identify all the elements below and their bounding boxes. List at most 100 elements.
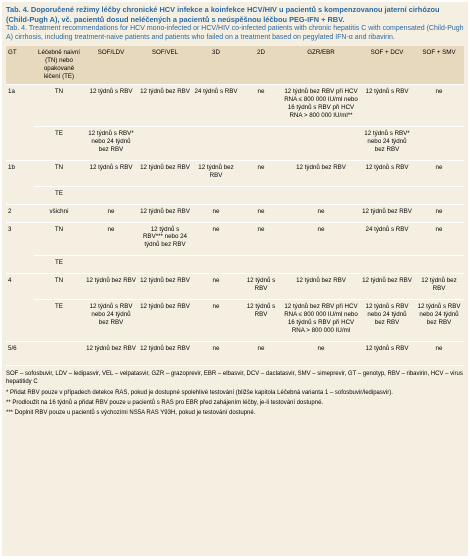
- regimen-cell: 12 týdnů bez RBV při HCV RNA ≤ 800 000 I…: [282, 84, 360, 127]
- column-header: SOF + DCV: [360, 46, 414, 85]
- column-header: GZR/EBR: [282, 46, 360, 85]
- table: GT Léčebně naivní (TN) nebo opakovaně léč…: [6, 46, 464, 359]
- regimen-cell: [138, 125, 192, 161]
- regimen-cell: [138, 185, 192, 205]
- regimen-cell: 12 týdnů bez RBV: [360, 273, 414, 300]
- regimen-cell: ne: [240, 159, 282, 187]
- regimen-cell: ne: [240, 203, 282, 222]
- regimen-cell: ne: [240, 221, 282, 256]
- footnote: * Přidat RBV pouze v případech detekce R…: [6, 389, 393, 396]
- regimen-cell: ne: [192, 340, 240, 359]
- regimen-cell: [360, 255, 414, 274]
- regimen-cell: 12 týdnů s RBV* nebo 24 týdnů bez RBV: [360, 125, 414, 161]
- regimen-cell: 12 týdnů bez RBV: [282, 273, 360, 300]
- table-row: 4 TN 12 týdnů bez RBV 12 týdnů bez RBV ne 12 …: [6, 273, 464, 342]
- regimen-cell: ne: [240, 84, 282, 127]
- table-row: 1a TN 12 týdnů s RBV 12 týdnů bez RBV 24 týd…: [6, 84, 464, 161]
- regimen-cell: 24 týdnů s RBV: [360, 221, 414, 256]
- regimen-cell: [240, 185, 282, 205]
- regimen-cell: [414, 125, 464, 161]
- regimen-cell: [192, 255, 240, 274]
- regimen-cell: 12 týdnů s RBV: [360, 84, 414, 127]
- header-row: GT Léčebně naivní (TN) nebo opakovaně léč…: [6, 46, 464, 85]
- regimen-cell: [414, 255, 464, 274]
- table-row: 3 TN ne 12 týdnů s RBV*** nebo 24 týdnů bez…: [6, 221, 464, 274]
- regimen-cell: ne: [414, 159, 464, 187]
- regimen-cell: 12 týdnů s RBV: [240, 299, 282, 342]
- genotype-cell: 4: [6, 273, 34, 342]
- regimen-cell: 12 týdnů bez RBV: [138, 273, 192, 300]
- regimen-cell: 12 týdnů s RBV nebo 24 týdnů bez RBV: [84, 299, 138, 342]
- regimen-cell: ne: [192, 273, 240, 300]
- regimen-cell: [84, 255, 138, 274]
- regimen-cell: 12 týdnů bez RBV: [192, 159, 240, 187]
- regimen-cell: ne: [282, 203, 360, 222]
- group-cell: TN: [34, 159, 84, 187]
- column-header: SOF + SMV: [414, 46, 464, 85]
- table-row: TE 12 týdnů s RBV* nebo 24 týdnů bez RBV 1…: [6, 125, 464, 161]
- regimen-cell: 12 týdnů s RBV: [360, 340, 414, 359]
- regimen-cell: ne: [240, 340, 282, 359]
- regimen-cell: 12 týdnů bez RBV: [360, 203, 414, 222]
- table-row: TE 12 týdnů s RBV nebo 24 týdnů bez RBV 12…: [6, 299, 464, 342]
- regimen-cell: 12 týdnů s RBV nebo 24 týdnů bez RBV: [360, 299, 414, 342]
- subtitle: Tab. 4. Treatment recommendations for HC…: [6, 25, 464, 42]
- regimen-cell: 12 týdnů s RBV: [84, 84, 138, 127]
- genotype-cell: 5/6: [6, 340, 34, 359]
- column-header: GT: [6, 46, 34, 85]
- regimen-cell: ne: [414, 340, 464, 359]
- regimen-cell: [192, 185, 240, 205]
- regimen-cell: ne: [84, 221, 138, 256]
- column-header: SOF/LDV: [84, 46, 138, 85]
- regimen-cell: 12 týdnů s RBV: [360, 159, 414, 187]
- group-cell: TE: [34, 185, 84, 205]
- column-header: Léčebně naivní (TN) nebo opakovaně léčen…: [34, 46, 84, 85]
- regimen-cell: 12 týdnů bez RBV: [138, 84, 192, 127]
- table-row: TE: [6, 255, 464, 274]
- regimen-cell: 12 týdnů bez RBV: [282, 159, 360, 187]
- group-cell: TN: [34, 84, 84, 127]
- group-cell: TE: [34, 299, 84, 342]
- regimen-cell: 12 týdnů bez RBV: [138, 203, 192, 222]
- notes: SOF – sofosbuvir, LDV – ledipasvir, VEL …: [6, 364, 464, 418]
- group-cell: TE: [34, 255, 84, 274]
- table-row: 2 všichni ne 12 týdnů bez RBV ne ne ne 12 týdnů…: [6, 203, 464, 222]
- regimen-cell: ne: [414, 221, 464, 256]
- genotype-cell: 3: [6, 221, 34, 274]
- footnote: *** Doplnit RBV pouze u pacientů s výcho…: [6, 410, 256, 417]
- regimen-cell: ne: [282, 340, 360, 359]
- regimen-cell: 12 týdnů s RBV nebo 24 týdnů bez RBV: [414, 299, 464, 342]
- title: Tab. 4. Doporučené režimy léčby chronick…: [6, 5, 440, 24]
- regimen-cell: ne: [84, 203, 138, 222]
- regimen-cell: 12 týdnů s RBV* nebo 24 týdnů bez RBV: [84, 125, 138, 161]
- regimen-cell: ne: [192, 203, 240, 222]
- regimen-cell: ne: [414, 203, 464, 222]
- regimen-cell: 12 týdnů bez RBV: [414, 273, 464, 300]
- footnote: ** Prodloužit na 16 týdnů a přidat RBV p…: [6, 399, 324, 406]
- table-row: TE: [6, 185, 464, 205]
- regimen-cell: [282, 185, 360, 205]
- genotype-cell: 1a: [6, 84, 34, 161]
- genotype-cell: 1b: [6, 159, 34, 205]
- regimen-cell: [414, 185, 464, 205]
- regimen-cell: 12 týdnů bez RBV: [138, 299, 192, 342]
- column-header: 3D: [192, 46, 240, 85]
- regimen-cell: 12 týdnů s RBV: [84, 159, 138, 187]
- genotype-cell: 2: [6, 203, 34, 222]
- group-cell: TN: [34, 221, 84, 256]
- regimen-cell: 12 týdnů s RBV*** nebo 24 týdnů bez RBV: [138, 221, 192, 256]
- regimen-cell: 12 týdnů bez RBV: [138, 159, 192, 187]
- group-cell: [34, 340, 84, 359]
- regimen-cell: ne: [282, 221, 360, 256]
- regimen-cell: [192, 125, 240, 161]
- regimen-cell: [282, 255, 360, 274]
- regimen-cell: 12 týdnů bez RBV: [84, 273, 138, 300]
- regimen-cell: 12 týdnů bez RBV: [138, 340, 192, 359]
- table-body: 1a TN 12 týdnů s RBV 12 týdnů bez RBV 24 týd…: [6, 84, 464, 359]
- table-row: 5/6 12 týdnů bez RBV 12 týdnů bez RBV ne ne n…: [6, 340, 464, 359]
- footnote: SOF – sofosbuvir, LDV – ledipasvir, VEL …: [6, 370, 463, 386]
- regimen-cell: 24 týdnů s RBV: [192, 84, 240, 127]
- column-header: 2D: [240, 46, 282, 85]
